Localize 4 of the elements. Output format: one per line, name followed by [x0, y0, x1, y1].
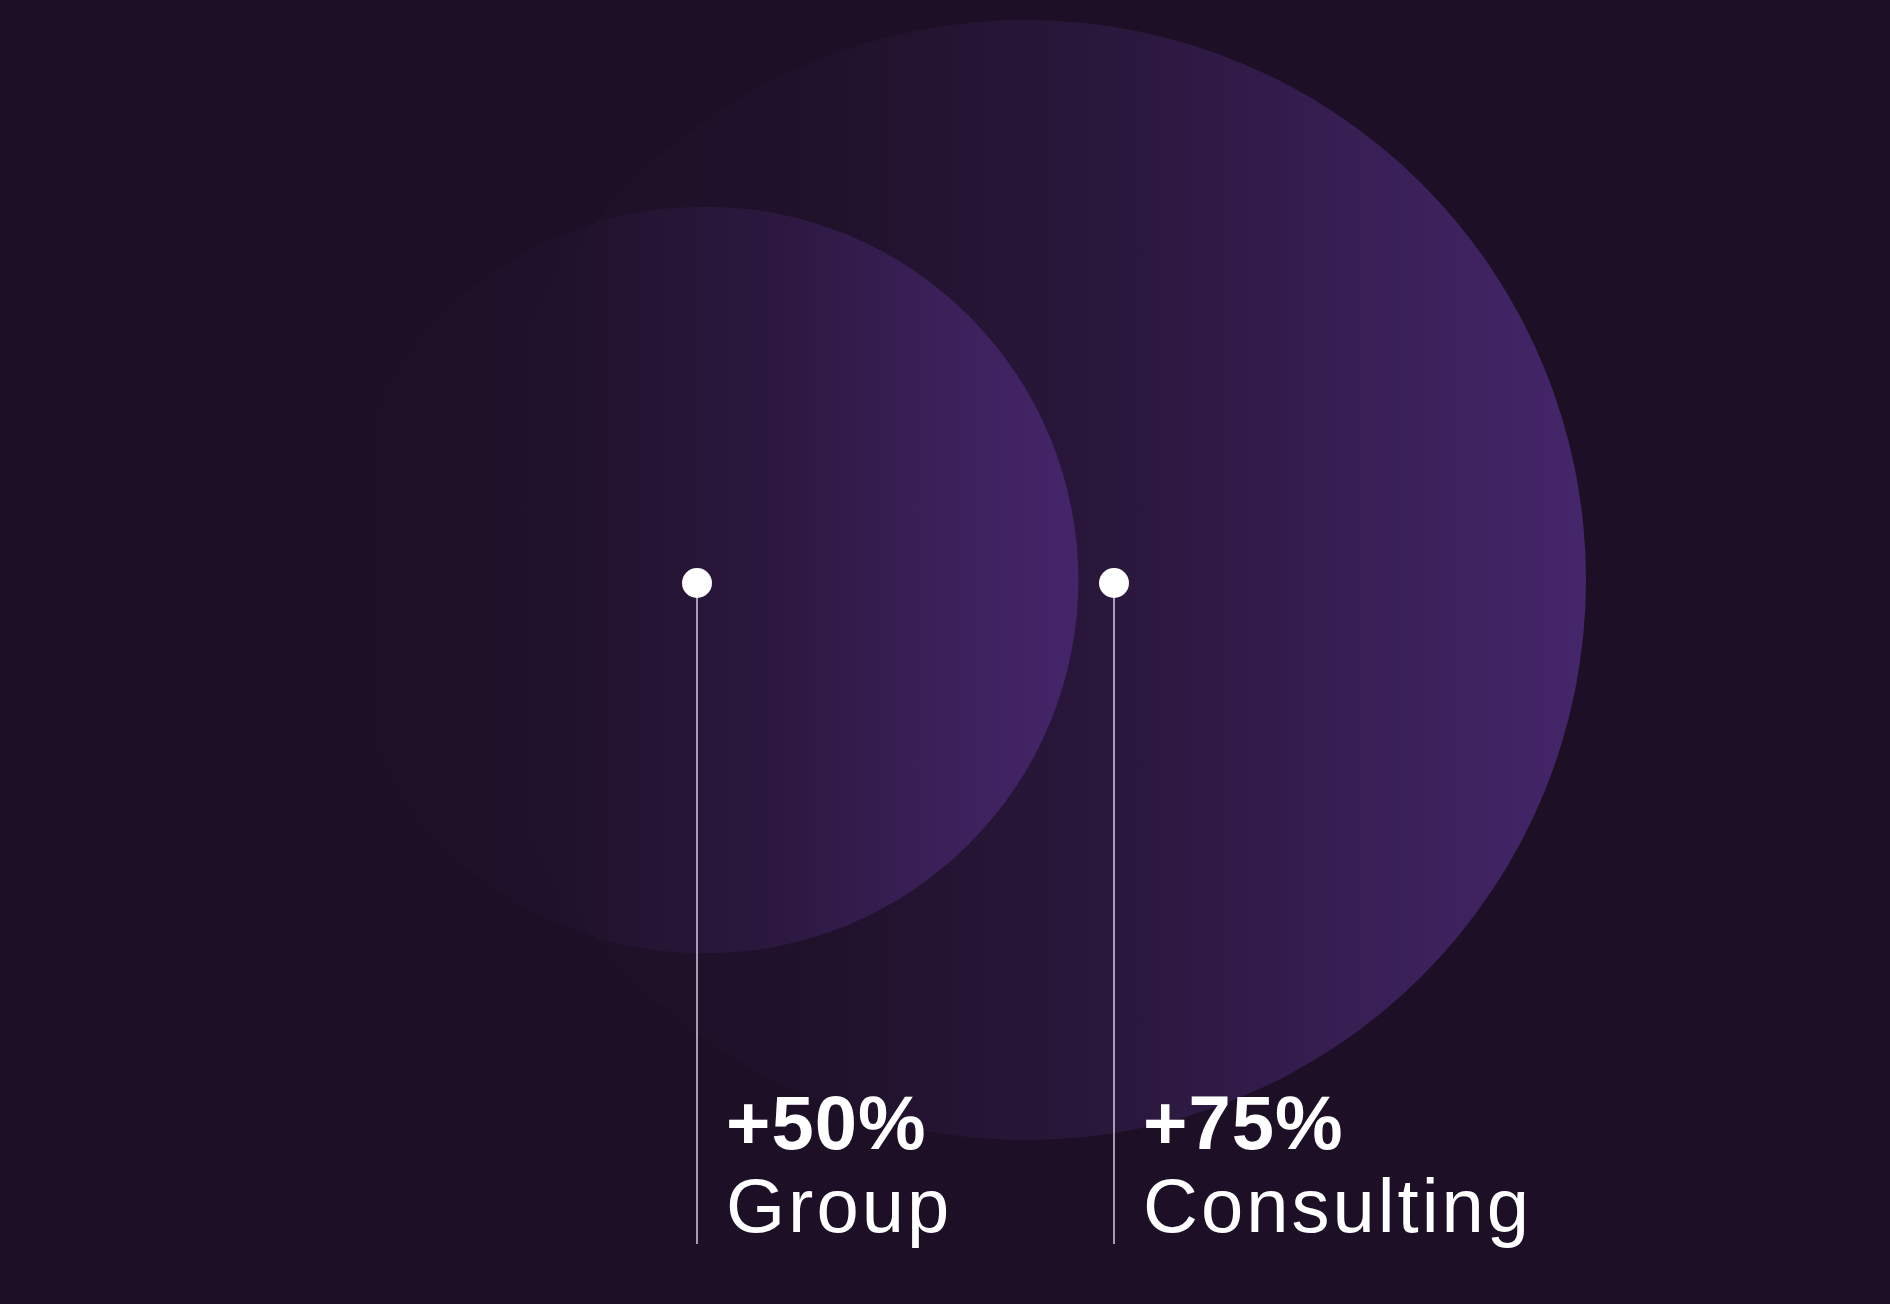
data-label: +75% — [1143, 1080, 1344, 1165]
data-label: +50% — [726, 1080, 927, 1165]
category-label: Consulting — [1143, 1163, 1533, 1248]
category-label: Group — [726, 1163, 953, 1248]
